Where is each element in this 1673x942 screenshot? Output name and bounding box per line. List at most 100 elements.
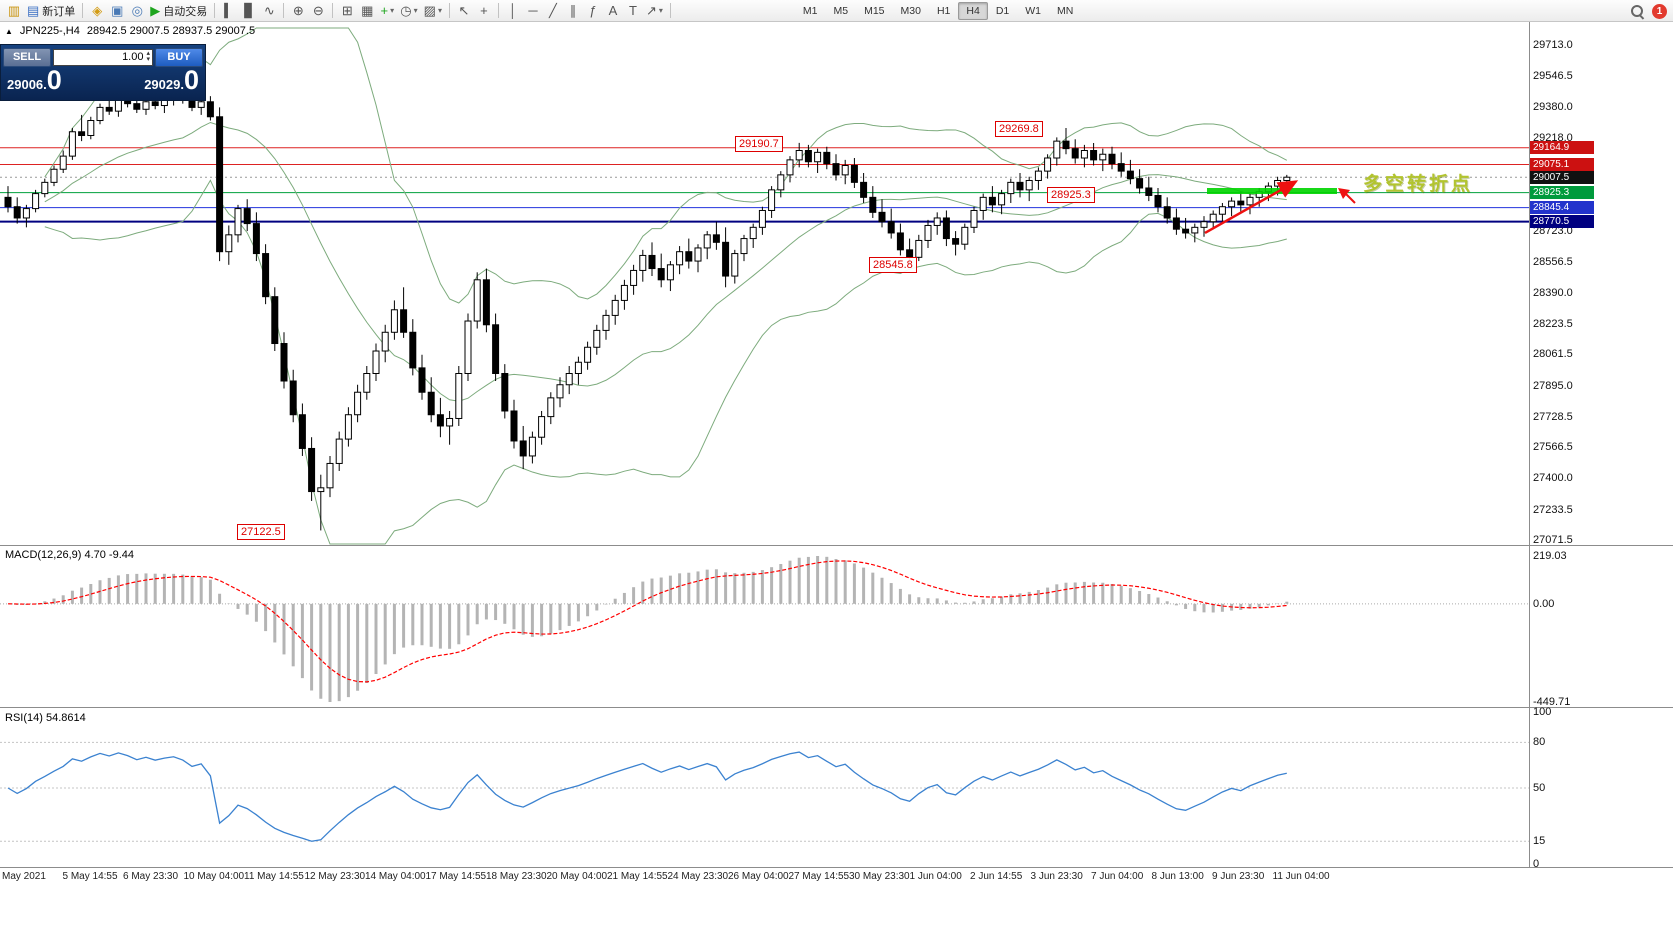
timeframe-mn[interactable]: MN [1057,4,1074,17]
buy-button[interactable]: BUY [155,47,203,67]
toolbar-separator [332,3,334,18]
candlestick-chart-button[interactable]: ▊ [239,1,259,21]
price-axis-badge: 28845.4 [1530,201,1594,215]
bar-chart-icon: ▍ [224,3,235,18]
crosshair-button[interactable]: + [474,1,494,21]
price-axis-label: 27400.0 [1533,472,1573,485]
price-callout[interactable]: 27122.5 [237,524,285,540]
tile-windows-button[interactable]: ⊞ [337,1,357,21]
volume-field[interactable]: 1.00 ▴ ▾ [53,48,153,66]
timeframe-m30[interactable]: M30 [900,4,921,17]
timeframe-d1[interactable]: D1 [995,4,1010,17]
fibonacci-icon: ƒ [589,3,597,18]
sell-button[interactable]: SELL [3,47,51,67]
price-callout[interactable]: 28925.3 [1047,187,1095,203]
volume-value[interactable]: 1.00 [122,51,144,63]
time-axis-label: 14 May 04:00 [365,871,426,882]
vertical-line-button[interactable]: │ [503,1,523,21]
toolbar-separator [669,3,671,18]
crosshair-icon: + [480,3,488,18]
label-button[interactable]: T [623,1,643,21]
zoom-in-icon: ⊕ [292,3,304,18]
text-icon: A [608,3,618,18]
terminal-button[interactable]: ▣ [107,1,127,21]
macd-axis-label: -449.71 [1533,696,1571,708]
buy-price: 29029.0 [144,65,199,95]
new-order-icon: ▤ [27,3,40,18]
autotrading-button-label: 自动交易 [163,5,208,18]
timeframe-m1[interactable]: M1 [802,4,818,17]
timeframe-m15[interactable]: M15 [864,4,885,17]
volume-decrease-button[interactable]: ▾ [146,56,150,63]
price-callout[interactable]: 29190.7 [735,136,783,152]
text-button[interactable]: A [603,1,623,21]
templates-button[interactable]: ▨ ▾ [421,1,445,21]
horizontal-line-icon: ─ [528,3,538,18]
timeframe-h4[interactable]: H4 [958,1,988,20]
volume-increase-button[interactable]: ▴ [146,50,150,57]
price-axis-badge: 28770.5 [1530,215,1594,229]
indicators-button[interactable]: + ▾ [377,1,397,21]
rsi-line [7,751,1287,842]
price-axis-label: 27071.5 [1533,534,1573,546]
zoom-in-button[interactable]: ⊕ [288,1,308,21]
line-chart-button[interactable]: ∿ [259,1,279,21]
signals-icon: ◎ [131,3,143,18]
zoom-out-button[interactable]: ⊖ [308,1,328,21]
arrows-button[interactable]: ↗ ▾ [643,1,666,21]
turning-point-annotation[interactable]: 多空转折点 [1363,174,1474,195]
price-axis-label: 29546.5 [1533,70,1573,83]
toolbar-separator [283,3,285,18]
channel-button[interactable]: ∥ [563,1,583,21]
autotrading-button[interactable]: ▶ 自动交易 [147,1,210,21]
toolbar-separator [214,3,216,18]
macd-axis-label: 0.00 [1533,597,1555,610]
price-axis-badge: 29007.5 [1530,170,1594,184]
time-axis-label: 26 May 04:00 [728,871,789,882]
price-callout[interactable]: 28545.8 [869,257,917,273]
app-icon: ▥ [4,1,24,21]
grid-button[interactable]: ▦ [357,1,377,21]
chevron-down-icon: ▾ [437,6,442,15]
trend-arrow [1204,180,1299,235]
search-icon[interactable] [1630,4,1645,19]
new-order-button[interactable]: ▤ 新订单 [24,1,78,21]
time-axis-label: 2 Jun 14:55 [970,871,1023,882]
time-axis-label: 30 May 23:30 [849,871,910,882]
fibonacci-button[interactable]: ƒ [583,1,603,21]
timeframe-m5[interactable]: M5 [833,4,849,17]
time-axis-label: 6 May 23:30 [123,871,179,882]
indicators-icon: + [380,3,389,18]
periods-button[interactable]: ◷ ▾ [397,1,420,21]
channel-icon: ∥ [569,3,577,18]
timeframe-w1[interactable]: W1 [1025,4,1042,17]
time-axis-label: 7 Jun 04:00 [1091,871,1144,882]
time-axis-label: 1 Jun 04:00 [909,871,962,882]
new-order-button-label: 新订单 [42,5,76,18]
vertical-line-icon: │ [508,3,518,18]
metaeditor-icon: ◈ [92,3,103,18]
macd-indicator-label: MACD(12,26,9) 4.70 -9.44 [5,549,135,561]
notification-badge[interactable]: 1 [1652,3,1667,19]
trendline-button[interactable]: ╱ [543,1,563,21]
price-axis-label: 28223.5 [1533,318,1573,331]
bollinger-band-line [44,179,1287,545]
metaeditor-button[interactable]: ◈ [87,1,107,21]
timeframe-h1[interactable]: H1 [936,4,951,17]
bar-chart-button[interactable]: ▍ [219,1,239,21]
toolbar-separator [448,3,450,18]
candlestick-chart-icon: ▊ [244,3,255,18]
time-axis-label: 10 May 04:00 [183,871,245,882]
line-chart-icon: ∿ [263,3,275,18]
cursor-button[interactable]: ↖ [454,1,474,21]
rsi-axis-label: 80 [1533,736,1546,749]
price-axis-label: 28390.0 [1533,286,1573,299]
time-axis-label: 11 Jun 04:00 [1272,871,1330,882]
pointer-arrow-icon [1338,188,1350,199]
price-axis-label: 27233.5 [1533,503,1573,516]
time-axis-label: May 2021 [2,871,46,882]
signals-button[interactable]: ◎ [127,1,147,21]
price-callout[interactable]: 29269.8 [995,121,1043,137]
horizontal-line-button[interactable]: ─ [523,1,543,21]
